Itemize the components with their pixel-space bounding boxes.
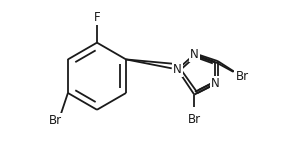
Text: Br: Br xyxy=(188,113,201,126)
Text: Br: Br xyxy=(49,114,62,127)
Text: F: F xyxy=(94,11,100,24)
Text: Br: Br xyxy=(235,70,249,83)
Text: N: N xyxy=(190,48,199,61)
Text: N: N xyxy=(211,77,220,90)
Text: N: N xyxy=(173,63,182,76)
